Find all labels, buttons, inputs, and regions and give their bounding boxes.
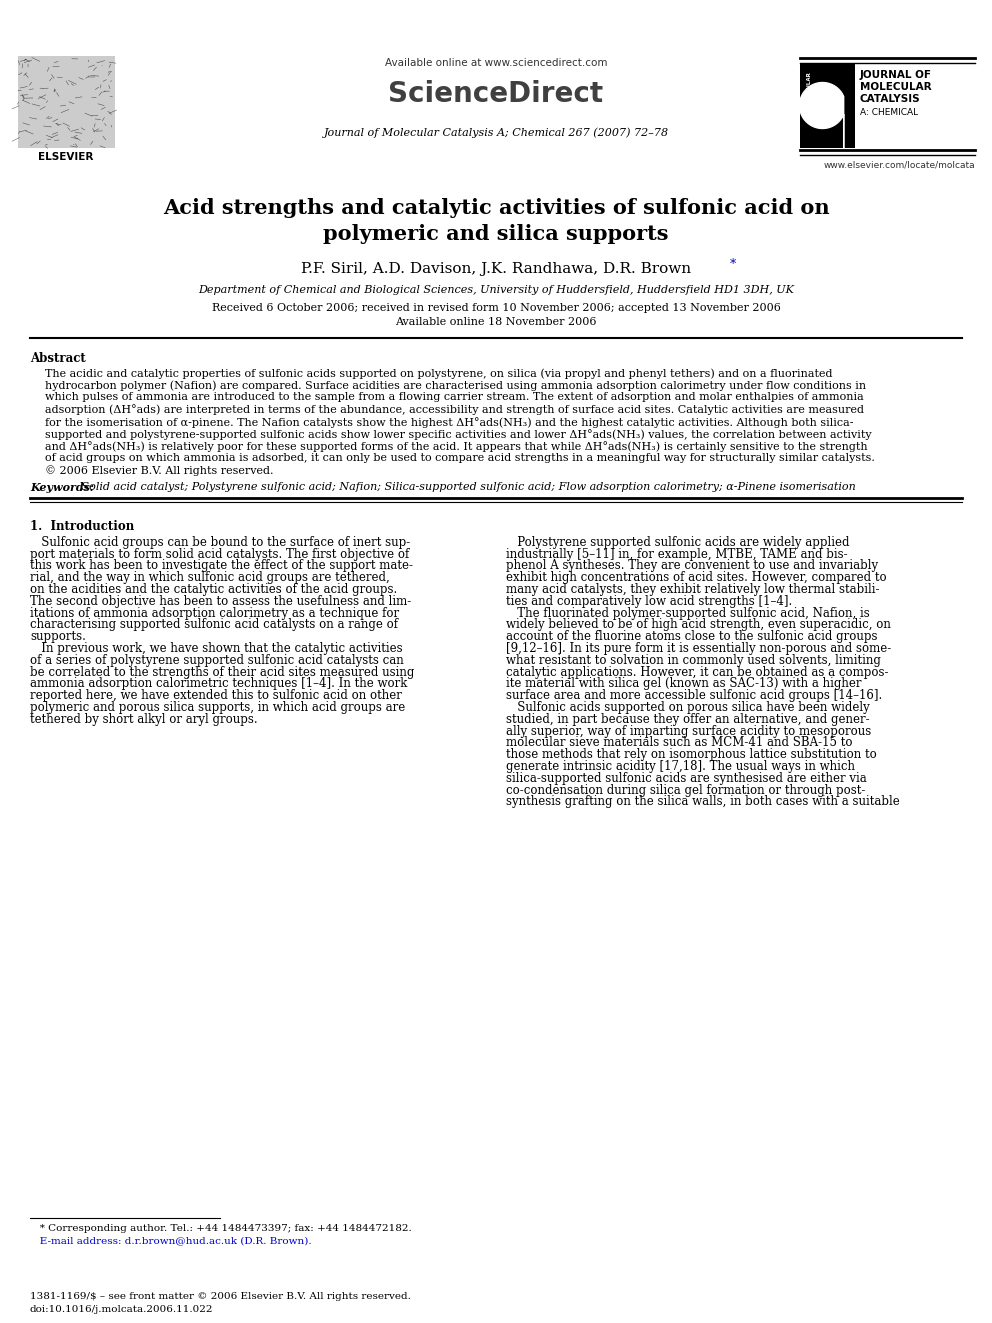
Text: those methods that rely on isomorphous lattice substitution to: those methods that rely on isomorphous l… <box>506 749 877 761</box>
Text: many acid catalysts, they exhibit relatively low thermal stabili-: many acid catalysts, they exhibit relati… <box>506 583 880 595</box>
Text: ScienceDirect: ScienceDirect <box>389 79 603 108</box>
Text: polymeric and silica supports: polymeric and silica supports <box>323 224 669 243</box>
Text: supports.: supports. <box>30 630 86 643</box>
Text: MOLECULAR: MOLECULAR <box>860 82 931 93</box>
Text: Available online 18 November 2006: Available online 18 November 2006 <box>395 318 597 327</box>
Text: Received 6 October 2006; received in revised form 10 November 2006; accepted 13 : Received 6 October 2006; received in rev… <box>211 303 781 314</box>
Text: characterising supported sulfonic acid catalysts on a range of: characterising supported sulfonic acid c… <box>30 618 398 631</box>
Text: [9,12–16]. In its pure form it is essentially non-porous and some-: [9,12–16]. In its pure form it is essent… <box>506 642 891 655</box>
Text: of acid groups on which ammonia is adsorbed, it can only be used to compare acid: of acid groups on which ammonia is adsor… <box>45 454 875 463</box>
Text: P.F. Siril, A.D. Davison, J.K. Randhawa, D.R. Brown: P.F. Siril, A.D. Davison, J.K. Randhawa,… <box>301 262 691 277</box>
Text: * Corresponding author. Tel.: +44 1484473397; fax: +44 1484472182.: * Corresponding author. Tel.: +44 148447… <box>30 1224 412 1233</box>
Text: itations of ammonia adsorption calorimetry as a technique for: itations of ammonia adsorption calorimet… <box>30 607 399 619</box>
Text: Acid strengths and catalytic activities of sulfonic acid on: Acid strengths and catalytic activities … <box>163 198 829 218</box>
Text: The acidic and catalytic properties of sulfonic acids supported on polystyrene, : The acidic and catalytic properties of s… <box>45 368 832 378</box>
Text: port materials to form solid acid catalysts. The first objective of: port materials to form solid acid cataly… <box>30 548 410 561</box>
Text: 1381-1169/$ – see front matter © 2006 Elsevier B.V. All rights reserved.: 1381-1169/$ – see front matter © 2006 El… <box>30 1293 411 1301</box>
Text: for the isomerisation of α-pinene. The Nafion catalysts show the highest ΔH°ads(: for the isomerisation of α-pinene. The N… <box>45 417 853 427</box>
Text: Keywords:: Keywords: <box>30 482 94 492</box>
Text: what resistant to solvation in commonly used solvents, limiting: what resistant to solvation in commonly … <box>506 654 881 667</box>
Text: polymeric and porous silica supports, in which acid groups are: polymeric and porous silica supports, in… <box>30 701 406 714</box>
Text: www.elsevier.com/locate/molcata: www.elsevier.com/locate/molcata <box>823 160 975 169</box>
Text: ties and comparatively low acid strengths [1–4].: ties and comparatively low acid strength… <box>506 595 793 607</box>
Text: reported here, we have extended this to sulfonic acid on other: reported here, we have extended this to … <box>30 689 402 703</box>
Text: which pulses of ammonia are introduced to the sample from a flowing carrier stre: which pulses of ammonia are introduced t… <box>45 393 864 402</box>
Text: In previous work, we have shown that the catalytic activities: In previous work, we have shown that the… <box>30 642 403 655</box>
Text: MOLECULAR: MOLECULAR <box>806 71 811 108</box>
Text: generate intrinsic acidity [17,18]. The usual ways in which: generate intrinsic acidity [17,18]. The … <box>506 759 855 773</box>
Text: hydrocarbon polymer (Nafion) are compared. Surface acidities are characterised u: hydrocarbon polymer (Nafion) are compare… <box>45 380 866 390</box>
Text: industrially [5–11] in, for example, MTBE, TAME and bis-: industrially [5–11] in, for example, MTB… <box>506 548 847 561</box>
Text: The second objective has been to assess the usefulness and lim-: The second objective has been to assess … <box>30 595 412 607</box>
Text: A: CHEMICAL: A: CHEMICAL <box>860 108 919 116</box>
Text: molecular sieve materials such as MCM-41 and SBA-15 to: molecular sieve materials such as MCM-41… <box>506 737 852 749</box>
Text: Solid acid catalyst; Polystyrene sulfonic acid; Nafion; Silica-supported sulfoni: Solid acid catalyst; Polystyrene sulfoni… <box>78 482 856 492</box>
Text: surface area and more accessible sulfonic acid groups [14–16].: surface area and more accessible sulfoni… <box>506 689 882 703</box>
Text: ite material with silica gel (known as SAC-13) with a higher: ite material with silica gel (known as S… <box>506 677 861 691</box>
Text: synthesis grafting on the silica walls, in both cases with a suitable: synthesis grafting on the silica walls, … <box>506 795 900 808</box>
Text: ally superior, way of imparting surface acidity to mesoporous: ally superior, way of imparting surface … <box>506 725 871 738</box>
Text: supported and polystyrene-supported sulfonic acids show lower specific activitie: supported and polystyrene-supported sulf… <box>45 429 872 439</box>
Text: of a series of polystyrene supported sulfonic acid catalysts can: of a series of polystyrene supported sul… <box>30 654 404 667</box>
Text: ELSEVIER: ELSEVIER <box>39 152 93 161</box>
Text: rial, and the way in which sulfonic acid groups are tethered,: rial, and the way in which sulfonic acid… <box>30 572 390 585</box>
Text: catalytic applications. However, it can be obtained as a compos-: catalytic applications. However, it can … <box>506 665 889 679</box>
Text: Journal of Molecular Catalysis A; Chemical 267 (2007) 72–78: Journal of Molecular Catalysis A; Chemic… <box>323 127 669 138</box>
Text: Polystyrene supported sulfonic acids are widely applied: Polystyrene supported sulfonic acids are… <box>506 536 849 549</box>
Text: Abstract: Abstract <box>30 352 85 365</box>
Text: © 2006 Elsevier B.V. All rights reserved.: © 2006 Elsevier B.V. All rights reserved… <box>45 466 274 476</box>
Text: *: * <box>730 258 736 271</box>
Text: Sulfonic acids supported on porous silica have been widely: Sulfonic acids supported on porous silic… <box>506 701 870 714</box>
Text: tethered by short alkyl or aryl groups.: tethered by short alkyl or aryl groups. <box>30 713 258 726</box>
Text: phenol A syntheses. They are convenient to use and invariably: phenol A syntheses. They are convenient … <box>506 560 878 573</box>
Text: co-condensation during silica gel formation or through post-: co-condensation during silica gel format… <box>506 783 865 796</box>
Text: ammonia adsorption calorimetric techniques [1–4]. In the work: ammonia adsorption calorimetric techniqu… <box>30 677 408 691</box>
Text: Department of Chemical and Biological Sciences, University of Huddersfield, Hudd: Department of Chemical and Biological Sc… <box>198 284 794 295</box>
Text: adsorption (ΔH°ads) are interpreted in terms of the abundance, accessibility and: adsorption (ΔH°ads) are interpreted in t… <box>45 405 864 415</box>
Bar <box>800 64 855 148</box>
Text: account of the fluorine atoms close to the sulfonic acid groups: account of the fluorine atoms close to t… <box>506 630 878 643</box>
Text: The fluorinated polymer-supported sulfonic acid, Nafion, is: The fluorinated polymer-supported sulfon… <box>506 607 870 619</box>
Text: and ΔH°ads(NH₃) is relatively poor for these supported forms of the acid. It app: and ΔH°ads(NH₃) is relatively poor for t… <box>45 441 868 452</box>
Text: CATALYSIS: CATALYSIS <box>860 94 921 105</box>
Text: widely believed to be of high acid strength, even superacidic, on: widely believed to be of high acid stren… <box>506 618 891 631</box>
Text: this work has been to investigate the effect of the support mate-: this work has been to investigate the ef… <box>30 560 413 573</box>
Text: be correlated to the strengths of their acid sites measured using: be correlated to the strengths of their … <box>30 665 415 679</box>
Text: exhibit high concentrations of acid sites. However, compared to: exhibit high concentrations of acid site… <box>506 572 887 585</box>
Text: E-mail address: d.r.brown@hud.ac.uk (D.R. Brown).: E-mail address: d.r.brown@hud.ac.uk (D.R… <box>30 1236 311 1245</box>
Text: doi:10.1016/j.molcata.2006.11.022: doi:10.1016/j.molcata.2006.11.022 <box>30 1304 213 1314</box>
Text: on the acidities and the catalytic activities of the acid groups.: on the acidities and the catalytic activ… <box>30 583 397 595</box>
Text: JOURNAL OF: JOURNAL OF <box>860 70 932 79</box>
Text: 1.  Introduction: 1. Introduction <box>30 520 134 533</box>
Text: Available online at www.sciencedirect.com: Available online at www.sciencedirect.co… <box>385 58 607 67</box>
Text: studied, in part because they offer an alternative, and gener-: studied, in part because they offer an a… <box>506 713 870 726</box>
Text: silica-supported sulfonic acids are synthesised are either via: silica-supported sulfonic acids are synt… <box>506 771 867 785</box>
Bar <box>18 56 115 148</box>
Text: Sulfonic acid groups can be bound to the surface of inert sup-: Sulfonic acid groups can be bound to the… <box>30 536 411 549</box>
